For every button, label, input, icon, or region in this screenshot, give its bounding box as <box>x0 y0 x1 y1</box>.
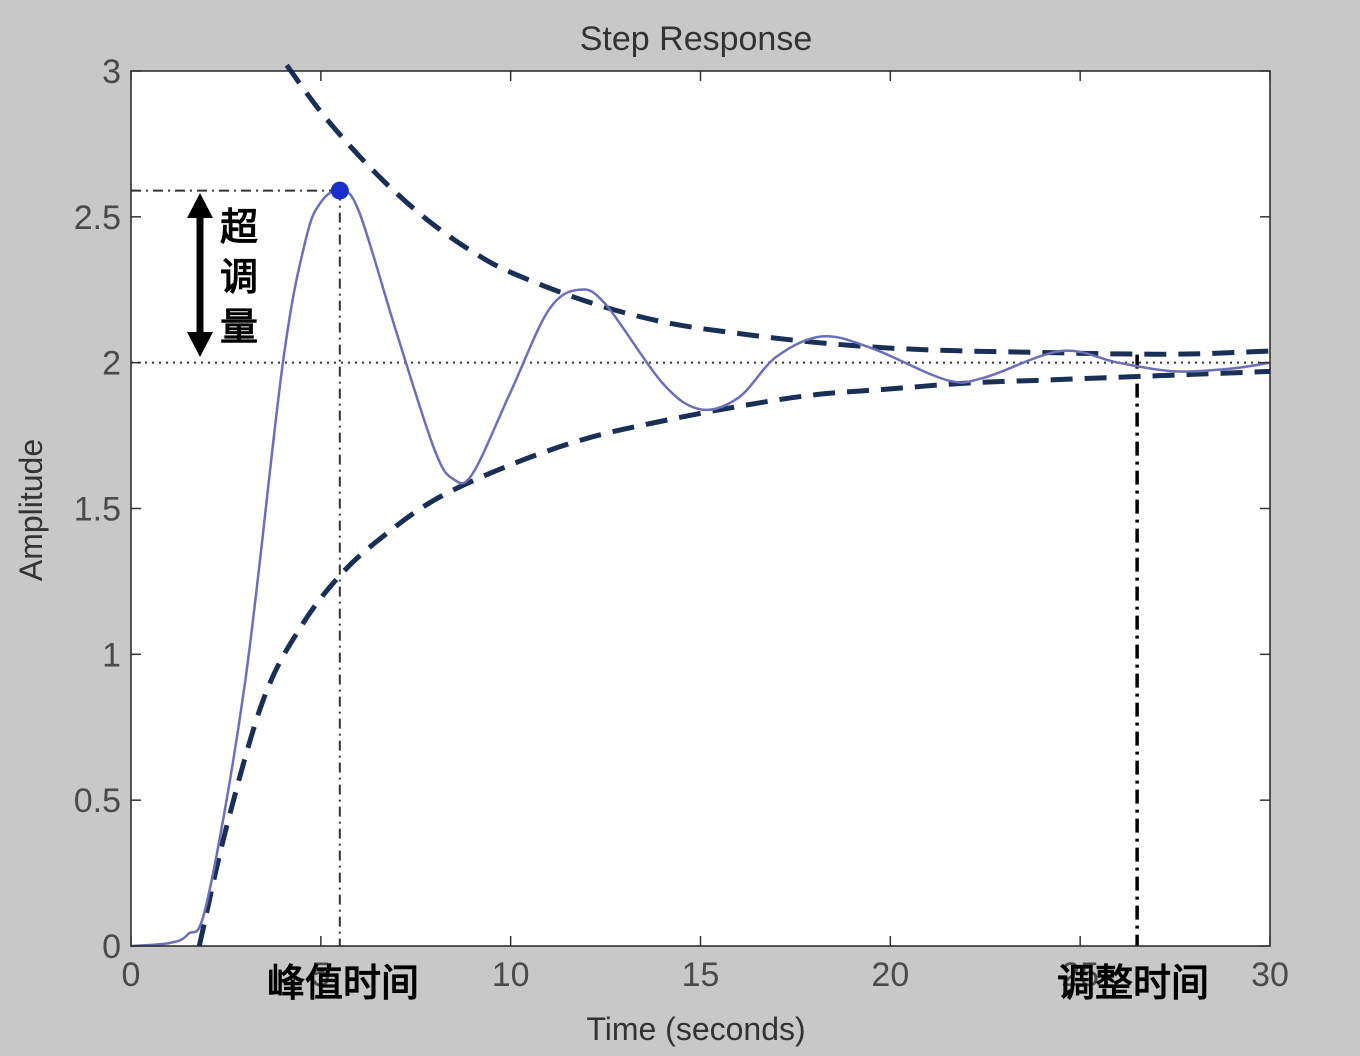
overshoot-label: 超 调 量 <box>220 205 259 349</box>
y-axis-label: Amplitude <box>13 439 49 581</box>
reference-lines <box>131 189 1270 946</box>
lower-envelope <box>196 368 1271 947</box>
overshoot-char-2: 调 <box>220 255 258 299</box>
peak-time-label: 峰值时间 <box>267 961 419 1005</box>
overshoot-char-1: 超 <box>220 205 259 249</box>
x-tick-label-30: 30 <box>1251 956 1289 994</box>
y-tick-label-0.5: 0.5 <box>74 782 121 820</box>
chart-title: Step Response <box>580 20 813 58</box>
settling-time-label: 调整时间 <box>1057 961 1209 1005</box>
y-tick-label-3: 3 <box>102 53 121 91</box>
series-layer <box>130 189 1271 948</box>
markers <box>330 181 349 200</box>
y-tick-label-0: 0 <box>102 928 121 966</box>
x-axis-label: Time (seconds) <box>586 1011 805 1047</box>
x-tick-label-20: 20 <box>871 956 909 994</box>
overshoot-arrow <box>187 193 213 357</box>
upper-envelope <box>284 63 1271 357</box>
x-tick-label-0: 0 <box>122 956 141 994</box>
envelope-lines <box>196 63 1271 947</box>
response-line-0 <box>130 189 1271 948</box>
y-tick-label-2: 2 <box>102 345 121 383</box>
x-tick-label-15: 15 <box>682 956 720 994</box>
plot-area <box>131 71 1270 946</box>
axis-ticks: 0 5 10 15 20 25 30 0 0.5 1 1.5 2 2.5 3 <box>74 53 1289 994</box>
overshoot-char-3: 量 <box>220 305 258 349</box>
y-tick-label-1.5: 1.5 <box>74 491 121 529</box>
x-tick-label-25: 25 <box>1061 956 1099 994</box>
peak-point <box>330 181 349 200</box>
x-tick-label-5: 5 <box>311 956 330 994</box>
y-tick-label-1: 1 <box>102 636 121 674</box>
x-tick-label-10: 10 <box>492 956 530 994</box>
y-tick-label-2.5: 2.5 <box>74 199 121 237</box>
